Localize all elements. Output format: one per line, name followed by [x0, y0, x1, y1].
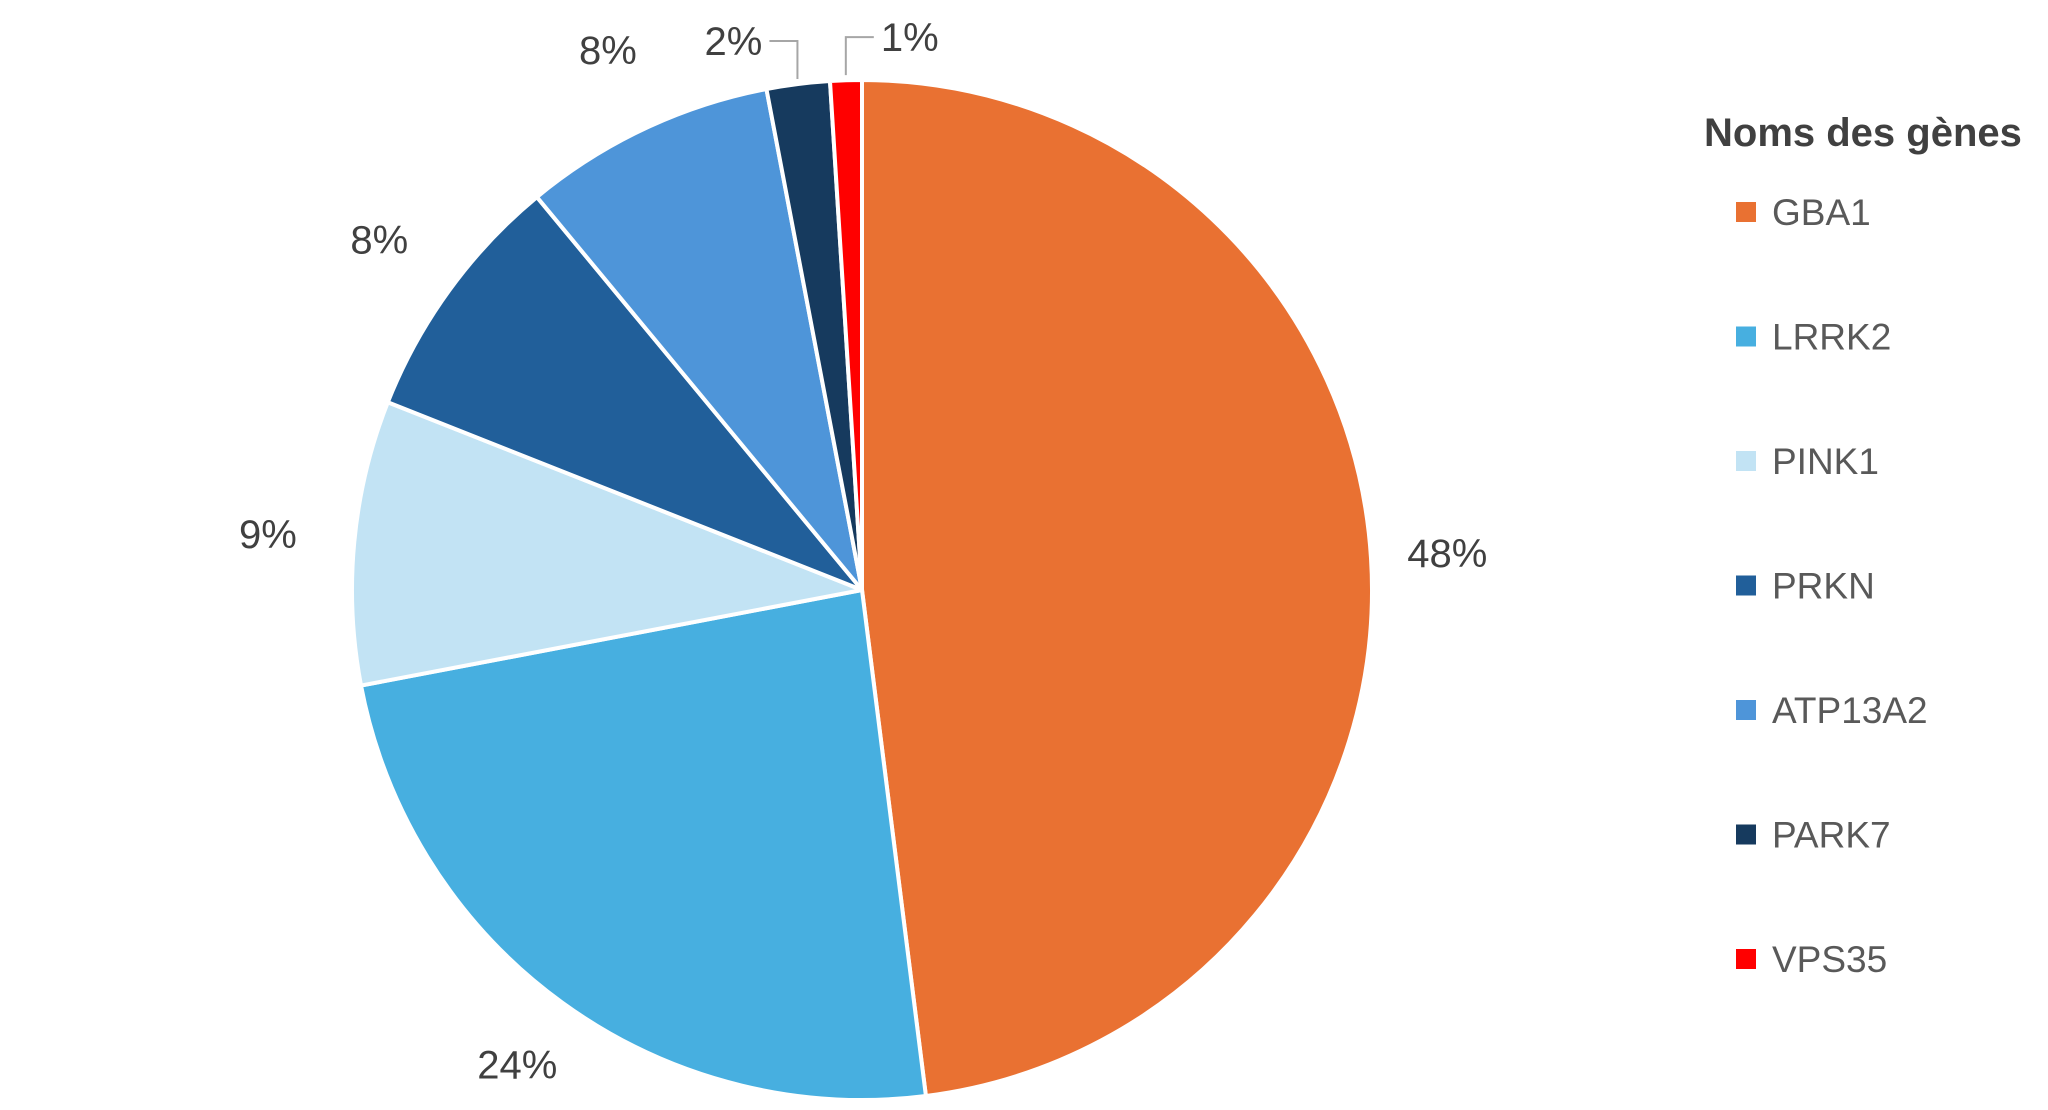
legend-label-atp13a2: ATP13A2	[1772, 690, 1928, 731]
pie-slice-atp13a2	[534, 87, 864, 592]
legend-title: Noms des gènes	[1704, 111, 2022, 155]
legend-swatch-pink1	[1736, 451, 1756, 471]
pie-slice-vps35	[827, 78, 864, 592]
legend-swatch-lrrk2	[1736, 326, 1756, 347]
legend-label-prkn: PRKN	[1772, 566, 1875, 607]
data-label-vps35: 1%	[881, 16, 939, 60]
pie-slices	[350, 78, 1374, 1102]
pie-slice-gba1	[860, 78, 1374, 1098]
legend-label-gba1: GBA1	[1772, 192, 1871, 233]
legend-swatch-vps35	[1736, 949, 1756, 969]
legend-items: GBA1 LRRK2 PINK1 PRKN ATP13A2 PARK7 VPS35	[1736, 192, 1928, 980]
data-label-park7: 2%	[705, 20, 763, 64]
data-label-atp13a2: 8%	[579, 29, 637, 73]
pie-slice-pink1	[350, 400, 864, 688]
legend-swatch-atp13a2	[1736, 700, 1756, 720]
leader-lines	[769, 36, 874, 79]
legend-swatch-gba1	[1736, 202, 1756, 222]
pie-slice-prkn	[385, 195, 864, 592]
legend-item-vps35: VPS35	[1736, 939, 1887, 980]
legend-item-pink1: PINK1	[1736, 441, 1879, 482]
data-labels: 48% 24% 9% 8% 8% 2% 1%	[239, 16, 1487, 1087]
legend-item-prkn: PRKN	[1736, 566, 1875, 607]
pie-slice-lrrk2	[359, 588, 928, 1102]
data-label-lrrk2: 24%	[477, 1043, 557, 1087]
legend: Noms des gènes GBA1 LRRK2 PINK1 PRKN ATP13A2…	[1704, 111, 2022, 980]
legend-item-gba1: GBA1	[1736, 192, 1871, 233]
legend-label-lrrk2: LRRK2	[1772, 317, 1891, 358]
legend-item-lrrk2: LRRK2	[1736, 317, 1891, 358]
legend-label-vps35: VPS35	[1772, 939, 1887, 980]
legend-swatch-prkn	[1736, 575, 1756, 596]
leader-line-park7	[769, 39, 799, 79]
legend-label-park7: PARK7	[1772, 815, 1891, 856]
legend-label-pink1: PINK1	[1772, 441, 1879, 482]
legend-item-atp13a2: ATP13A2	[1736, 690, 1928, 731]
data-label-pink1: 9%	[239, 513, 297, 557]
legend-item-park7: PARK7	[1736, 815, 1891, 856]
legend-swatch-park7	[1736, 824, 1756, 845]
leader-line-vps35	[844, 36, 874, 76]
data-label-gba1: 48%	[1407, 532, 1487, 576]
data-label-prkn: 8%	[350, 218, 408, 262]
